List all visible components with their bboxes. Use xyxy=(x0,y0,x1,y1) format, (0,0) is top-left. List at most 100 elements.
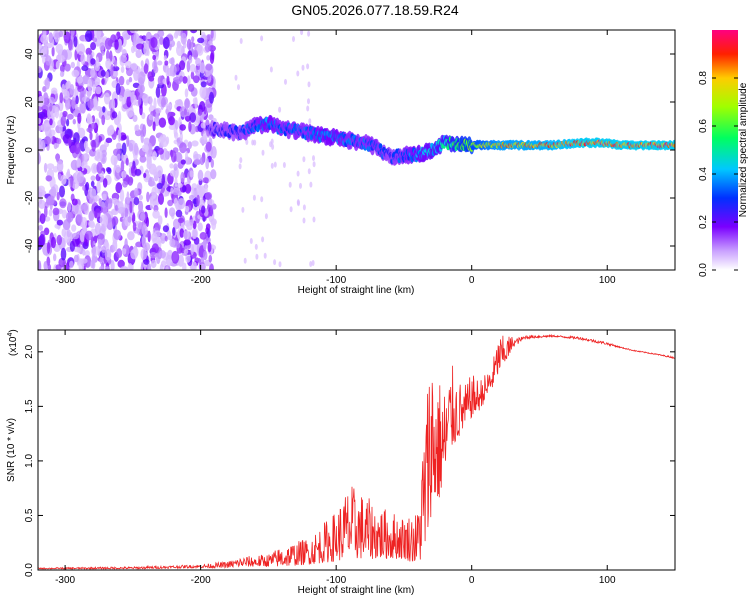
colorbar-tick-label: 0.8 xyxy=(698,71,709,85)
noise-cell xyxy=(188,121,192,133)
noise-cell xyxy=(177,217,184,224)
noise-cell xyxy=(47,195,55,206)
noise-cell xyxy=(249,238,253,244)
noise-cell xyxy=(176,44,184,57)
noise-cell xyxy=(55,60,60,70)
noise-cell xyxy=(46,163,55,170)
noise-cell xyxy=(114,39,119,50)
noise-cell xyxy=(110,198,118,204)
noise-cell xyxy=(296,170,300,177)
noise-cell xyxy=(83,140,89,150)
colorbar: 0.0 0.2 0.4 0.6 0.8 Normalized spectral ampl… xyxy=(698,30,749,277)
noise-cell xyxy=(113,229,122,240)
noise-cell xyxy=(130,92,134,104)
noise-cell xyxy=(128,142,134,152)
colorbar-label: Normalized spectral amplitude xyxy=(738,82,749,217)
noise-cell xyxy=(184,205,190,212)
noise-cell xyxy=(117,259,125,268)
noise-cell xyxy=(52,207,60,216)
noise-cell xyxy=(77,43,86,56)
x-tick-label: 100 xyxy=(599,575,616,586)
y-tick-label: 0.0 xyxy=(24,563,35,577)
noise-cell xyxy=(141,144,149,153)
noise-cell xyxy=(211,220,217,231)
noise-cell xyxy=(121,142,127,156)
chart-title: GN05.2026.077.18.59.R24 xyxy=(291,2,459,18)
noise-cell xyxy=(185,254,191,263)
noise-cell xyxy=(56,234,62,246)
noise-cell xyxy=(191,140,199,147)
noise-cell xyxy=(238,163,242,170)
noise-cell xyxy=(73,36,78,48)
noise-cell xyxy=(146,216,149,228)
noise-cell xyxy=(141,234,147,248)
y-tick-label: -40 xyxy=(24,238,35,253)
noise-cell xyxy=(61,209,68,219)
noise-cell xyxy=(152,121,156,132)
noise-cell xyxy=(104,37,113,50)
noise-cell xyxy=(152,210,160,219)
noise-cell xyxy=(269,66,273,73)
noise-cell xyxy=(72,236,80,247)
noise-cell xyxy=(47,263,52,270)
noise-cell xyxy=(311,260,315,266)
noise-cell xyxy=(62,110,68,118)
noise-cell xyxy=(131,212,136,224)
noise-cell xyxy=(168,207,176,217)
noise-cell xyxy=(81,96,90,102)
y-tick-label: 20 xyxy=(24,96,35,108)
x-tick-label: -300 xyxy=(55,275,75,286)
noise-cell xyxy=(177,182,183,188)
noise-cell xyxy=(174,152,183,163)
noise-cell xyxy=(103,215,109,227)
noise-cell xyxy=(309,181,313,188)
noise-cell xyxy=(114,204,118,211)
noise-cell xyxy=(95,132,99,145)
noise-cell xyxy=(196,194,200,207)
noise-cell xyxy=(97,238,102,249)
noise-cell xyxy=(72,118,77,125)
noise-cell xyxy=(157,75,164,86)
x-tick-label: -100 xyxy=(326,275,346,286)
noise-cell xyxy=(168,124,176,130)
noise-cell xyxy=(139,85,143,98)
noise-cell xyxy=(80,203,88,212)
noise-cell xyxy=(278,106,282,113)
noise-cell xyxy=(44,205,48,218)
noise-cell xyxy=(131,165,135,174)
snr-x-axis: -300 -200 -100 0 100 xyxy=(55,330,616,586)
noise-cell xyxy=(158,193,164,205)
noise-cell xyxy=(79,230,86,242)
x-tick-label: 0 xyxy=(469,575,475,586)
noise-cell xyxy=(174,131,179,139)
noise-cell xyxy=(38,138,43,151)
noise-cell xyxy=(101,245,107,253)
noise-cell xyxy=(184,88,189,98)
noise-cell xyxy=(179,75,184,82)
noise-cell xyxy=(193,159,202,165)
noise-cell xyxy=(122,248,127,255)
noise-cell xyxy=(186,60,191,73)
noise-cell xyxy=(84,255,92,268)
snr-data xyxy=(38,333,675,570)
noise-cell xyxy=(134,129,142,137)
noise-cell xyxy=(187,141,192,150)
noise-cell xyxy=(197,258,201,264)
x-tick-label: -100 xyxy=(326,575,346,586)
noise-cell xyxy=(307,30,311,37)
noise-cell xyxy=(171,250,180,264)
noise-cell xyxy=(177,198,186,210)
noise-cell xyxy=(149,252,157,259)
noise-cell xyxy=(71,96,76,110)
noise-cell xyxy=(147,263,152,270)
noise-cell xyxy=(126,79,130,86)
noise-cell xyxy=(188,83,195,92)
noise-cell xyxy=(184,220,191,227)
noise-cell xyxy=(122,48,127,58)
noise-cell xyxy=(65,97,70,111)
noise-cell xyxy=(167,199,174,207)
noise-cell xyxy=(54,106,60,119)
noise-cell xyxy=(51,46,55,57)
y-tick-label: 40 xyxy=(24,48,35,60)
